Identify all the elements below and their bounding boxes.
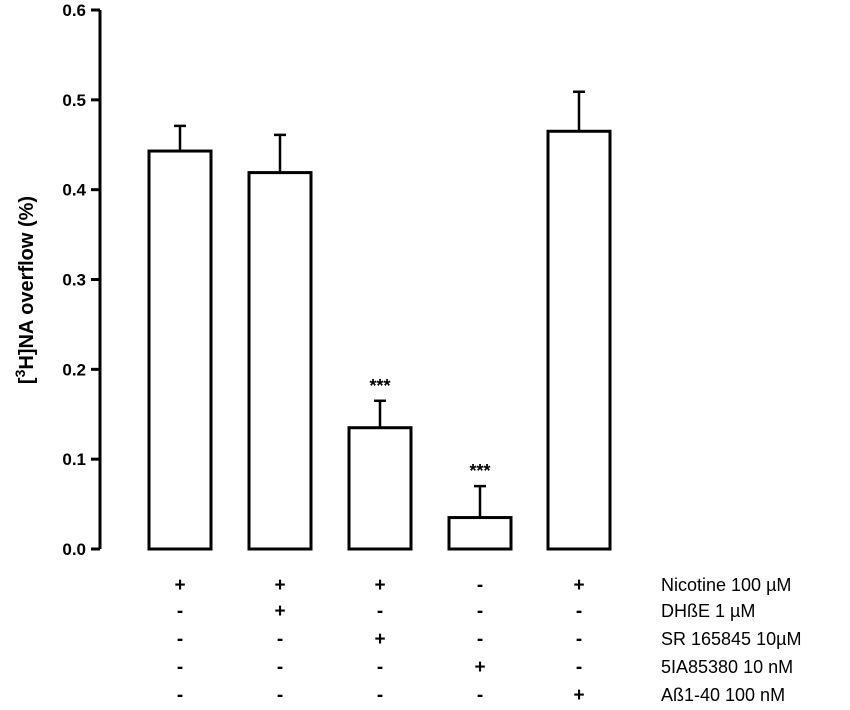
y-tick-label: 0.6 bbox=[62, 1, 86, 20]
treatment-sign: - bbox=[177, 601, 183, 622]
bar bbox=[546, 129, 612, 551]
treatment-sign: + bbox=[174, 575, 185, 596]
treatment-sign: - bbox=[377, 601, 383, 622]
treatment-label: SR 165845 10µM bbox=[661, 629, 801, 649]
treatment-label: DHßE 1 µM bbox=[661, 601, 755, 621]
y-tick-label: 0.4 bbox=[62, 181, 86, 200]
treatment-sign: - bbox=[477, 601, 483, 622]
y-tick-label: 0.1 bbox=[62, 450, 86, 469]
treatment-sign: - bbox=[377, 657, 383, 678]
y-axis-label-suffix: H]NA overflow (%) bbox=[16, 196, 38, 370]
y-axis-label-prefix: [ bbox=[16, 377, 38, 384]
significance-label: *** bbox=[469, 461, 490, 481]
treatment-sign: - bbox=[477, 629, 483, 650]
bar bbox=[147, 149, 213, 551]
bar bbox=[447, 516, 513, 551]
treatment-sign: - bbox=[477, 575, 483, 596]
treatment-label: Aß1-40 100 nM bbox=[661, 685, 785, 705]
y-axis-label-superscript: 3 bbox=[12, 369, 28, 377]
y-tick-label: 0.2 bbox=[62, 360, 86, 379]
treatment-sign: + bbox=[374, 629, 385, 650]
treatment-table: + + + - + Nicotine 100 µM - + - - - DHßE 1 µM - - + - - S… bbox=[174, 575, 801, 706]
treatment-sign: + bbox=[474, 657, 485, 678]
treatment-sign: + bbox=[573, 685, 584, 706]
treatment-sign: - bbox=[377, 685, 383, 706]
significance-label: *** bbox=[369, 376, 390, 396]
y-tick-label: 0.3 bbox=[62, 271, 86, 290]
treatment-sign: - bbox=[576, 601, 582, 622]
treatment-sign: - bbox=[576, 629, 582, 650]
treatment-sign: - bbox=[277, 657, 283, 678]
treatment-sign: - bbox=[277, 629, 283, 650]
treatment-sign: + bbox=[573, 575, 584, 596]
bars-group: *** *** bbox=[147, 90, 612, 551]
treatment-sign: + bbox=[274, 575, 285, 596]
treatment-label: 5IA85380 10 nM bbox=[661, 657, 793, 677]
treatment-sign: - bbox=[177, 629, 183, 650]
y-axis: 0.0 0.1 0.2 0.3 0.4 0.5 0.6 bbox=[62, 1, 102, 559]
bar bbox=[247, 171, 313, 551]
y-tick-label: 0.0 bbox=[62, 540, 86, 559]
treatment-sign: + bbox=[374, 575, 385, 596]
treatment-label: Nicotine 100 µM bbox=[661, 575, 791, 595]
treatment-sign: - bbox=[576, 657, 582, 678]
treatment-sign: - bbox=[277, 685, 283, 706]
bar bbox=[347, 426, 413, 551]
y-tick-label: 0.5 bbox=[62, 91, 86, 110]
treatment-sign: - bbox=[177, 685, 183, 706]
treatment-sign: + bbox=[274, 601, 285, 622]
y-axis-label: [3H]NA overflow (%) bbox=[12, 196, 38, 384]
treatment-sign: - bbox=[177, 657, 183, 678]
treatment-sign: - bbox=[477, 685, 483, 706]
